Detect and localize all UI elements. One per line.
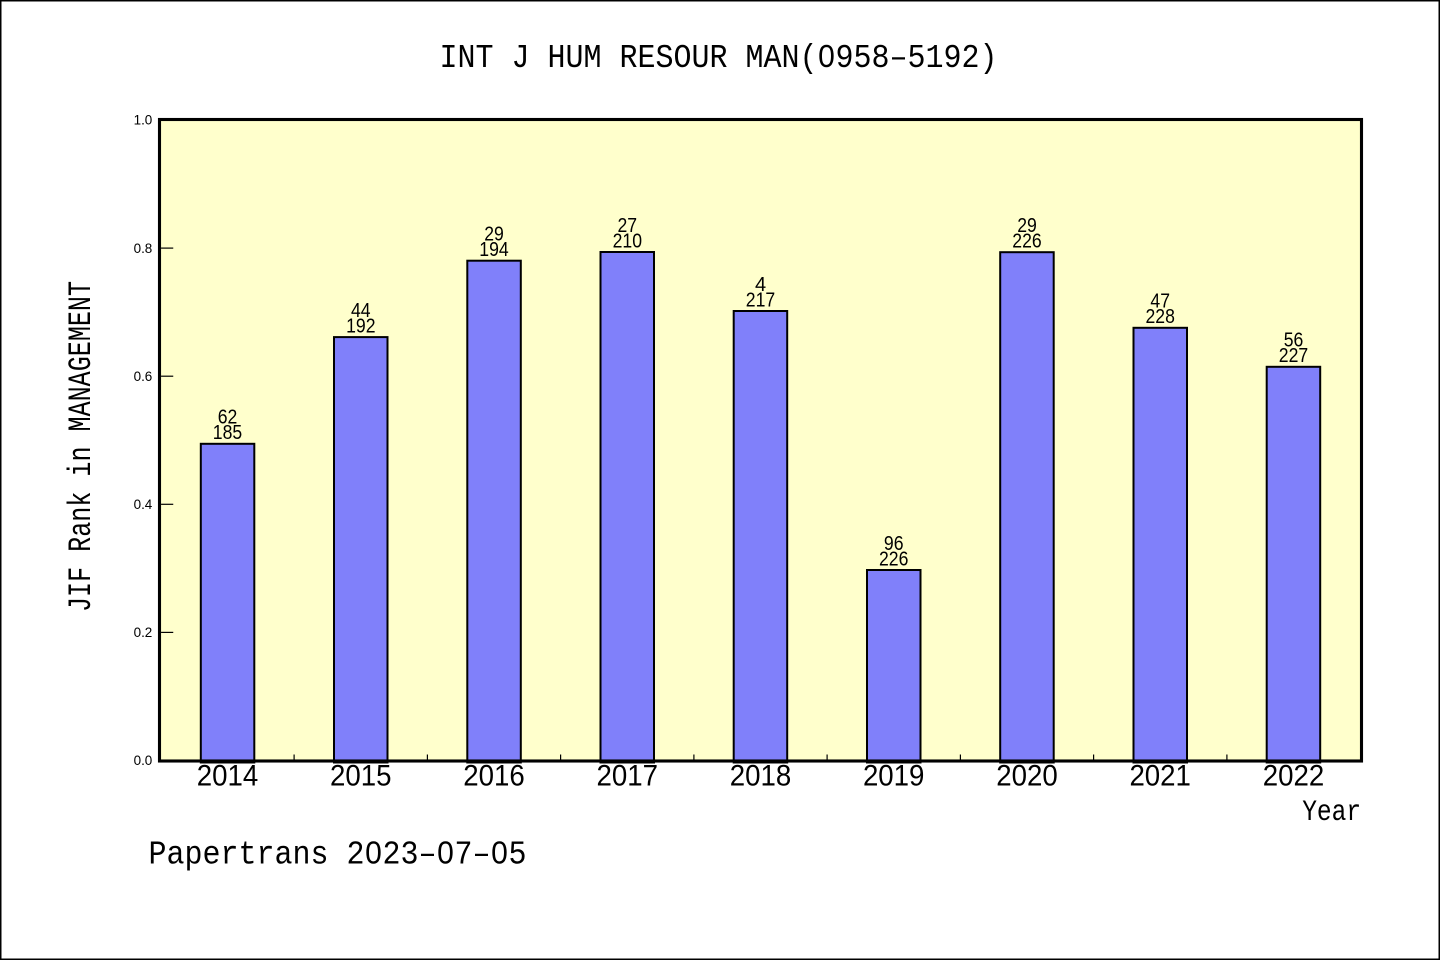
svg-text:2019: 2019 (863, 760, 925, 793)
svg-text:0.6: 0.6 (134, 368, 153, 384)
svg-text:0.8: 0.8 (134, 240, 153, 256)
svg-text:194: 194 (479, 239, 508, 261)
svg-text:29: 29 (1017, 215, 1037, 237)
svg-text:INT J HUM RESOUR MAN(0958–5192: INT J HUM RESOUR MAN(0958–5192) (440, 40, 998, 78)
svg-text:2016: 2016 (463, 760, 525, 793)
svg-text:0.4: 0.4 (134, 496, 153, 512)
svg-text:185: 185 (213, 422, 242, 444)
svg-text:47: 47 (1150, 291, 1170, 313)
svg-text:2022: 2022 (1263, 760, 1325, 793)
svg-text:96: 96 (884, 533, 904, 555)
svg-text:0.2: 0.2 (134, 624, 153, 640)
svg-text:192: 192 (346, 315, 375, 337)
svg-text:226: 226 (879, 548, 908, 570)
svg-text:227: 227 (1279, 345, 1308, 367)
svg-text:2018: 2018 (730, 760, 792, 793)
svg-text:228: 228 (1146, 306, 1175, 328)
svg-text:2021: 2021 (1129, 760, 1191, 793)
svg-text:29: 29 (484, 224, 504, 246)
svg-text:4: 4 (755, 274, 766, 296)
svg-text:2017: 2017 (597, 760, 659, 793)
svg-text:0.0: 0.0 (134, 752, 153, 768)
svg-text:2020: 2020 (996, 760, 1058, 793)
svg-text:1.0: 1.0 (134, 112, 153, 128)
svg-text:217: 217 (746, 289, 775, 311)
svg-text:62: 62 (218, 407, 238, 429)
svg-text:2015: 2015 (330, 760, 392, 793)
svg-text:226: 226 (1012, 231, 1041, 253)
svg-text:Year: Year (1302, 795, 1361, 829)
svg-text:210: 210 (613, 230, 642, 252)
svg-text:JIF Rank in MANAGEMENT: JIF Rank in MANAGEMENT (63, 281, 100, 612)
svg-text:Papertrans 2023–07–05: Papertrans 2023–07–05 (149, 837, 527, 875)
svg-text:44: 44 (351, 300, 371, 322)
svg-text:2014: 2014 (197, 760, 259, 793)
svg-text:56: 56 (1284, 330, 1304, 352)
svg-text:27: 27 (618, 215, 638, 237)
